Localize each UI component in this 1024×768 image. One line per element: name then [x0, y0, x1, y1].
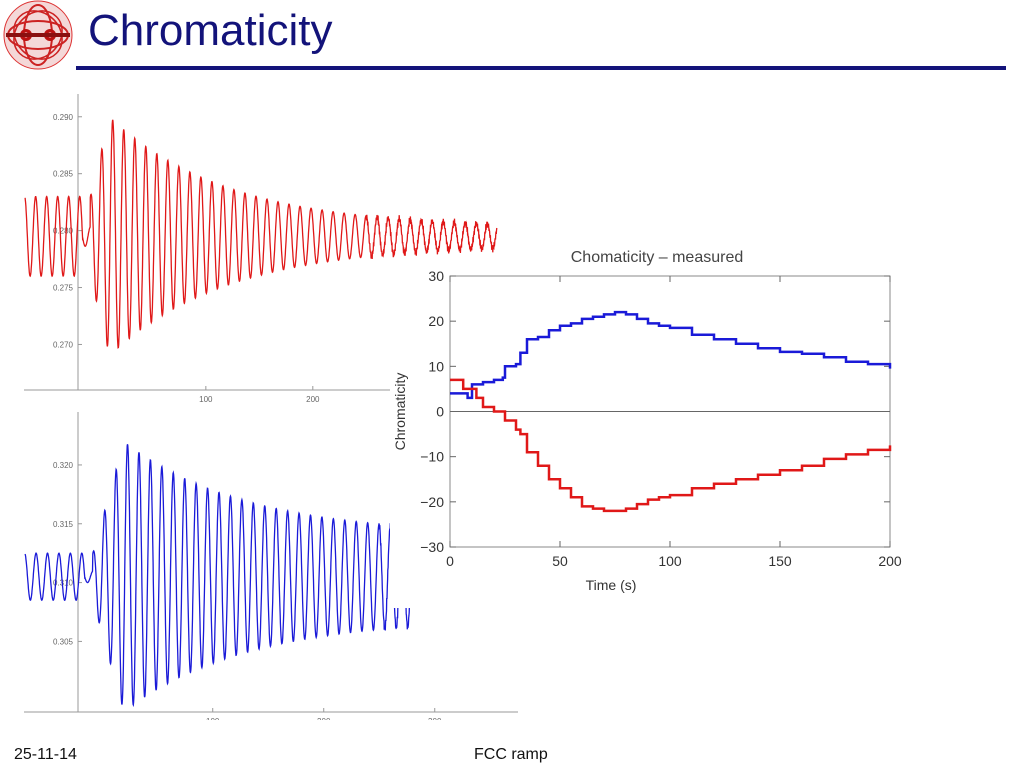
cern-logo — [3, 0, 73, 70]
blue-tune-plot: 0.320 0.315 0.310 0.305 100 200 300 — [24, 412, 518, 720]
x-tick-label: 0 — [446, 553, 454, 569]
y-tick-label: 20 — [428, 313, 444, 329]
x-tick-label: 200 — [306, 395, 320, 404]
y-tick-label: 0.315 — [53, 520, 74, 529]
y-tick-label: 10 — [428, 358, 444, 374]
y-tick-label: −30 — [420, 539, 444, 555]
slide-title: Chromaticity — [88, 6, 333, 55]
blue-chromaticity-line — [450, 310, 892, 400]
x-tick-label: 50 — [552, 553, 568, 569]
tune-series-line — [24, 444, 414, 708]
y-tick-label: 0.320 — [53, 461, 74, 470]
y-tick-label: −10 — [420, 449, 444, 465]
y-tick-label: 0.275 — [53, 284, 74, 293]
y-tick-label: 0.280 — [53, 227, 74, 236]
y-tick-label: −20 — [420, 494, 444, 510]
title-underline — [76, 66, 1006, 70]
footer-title: FCC ramp — [474, 746, 548, 763]
chart-title: Chomaticity – measured — [571, 249, 744, 266]
x-tick-label: 300 — [428, 717, 442, 720]
footer-date: 25-11-14 — [14, 746, 77, 763]
y-tick-label: 0.305 — [53, 637, 74, 646]
y-tick-label: 30 — [428, 268, 444, 284]
x-tick-label: 100 — [206, 717, 220, 720]
red-tune-plot: 0.290 0.285 0.280 0.275 0.270 100 200 — [24, 94, 500, 404]
x-tick-label: 100 — [658, 553, 682, 569]
y-tick-label: 0 — [436, 404, 444, 420]
x-tick-label: 200 — [878, 553, 902, 569]
y-tick-label: 0.270 — [53, 340, 74, 349]
y-tick-label: 0.310 — [53, 579, 74, 588]
y-axis-label: Chromaticity — [392, 373, 408, 451]
x-tick-label: 100 — [199, 395, 213, 404]
x-tick-label: 200 — [317, 717, 331, 720]
red-chromaticity-line — [450, 378, 892, 513]
y-tick-label: 0.285 — [53, 170, 74, 179]
tune-series-line — [24, 119, 498, 349]
x-tick-label: 150 — [768, 553, 792, 569]
x-axis-label: Time (s) — [586, 577, 637, 593]
y-tick-label: 0.290 — [53, 113, 74, 122]
